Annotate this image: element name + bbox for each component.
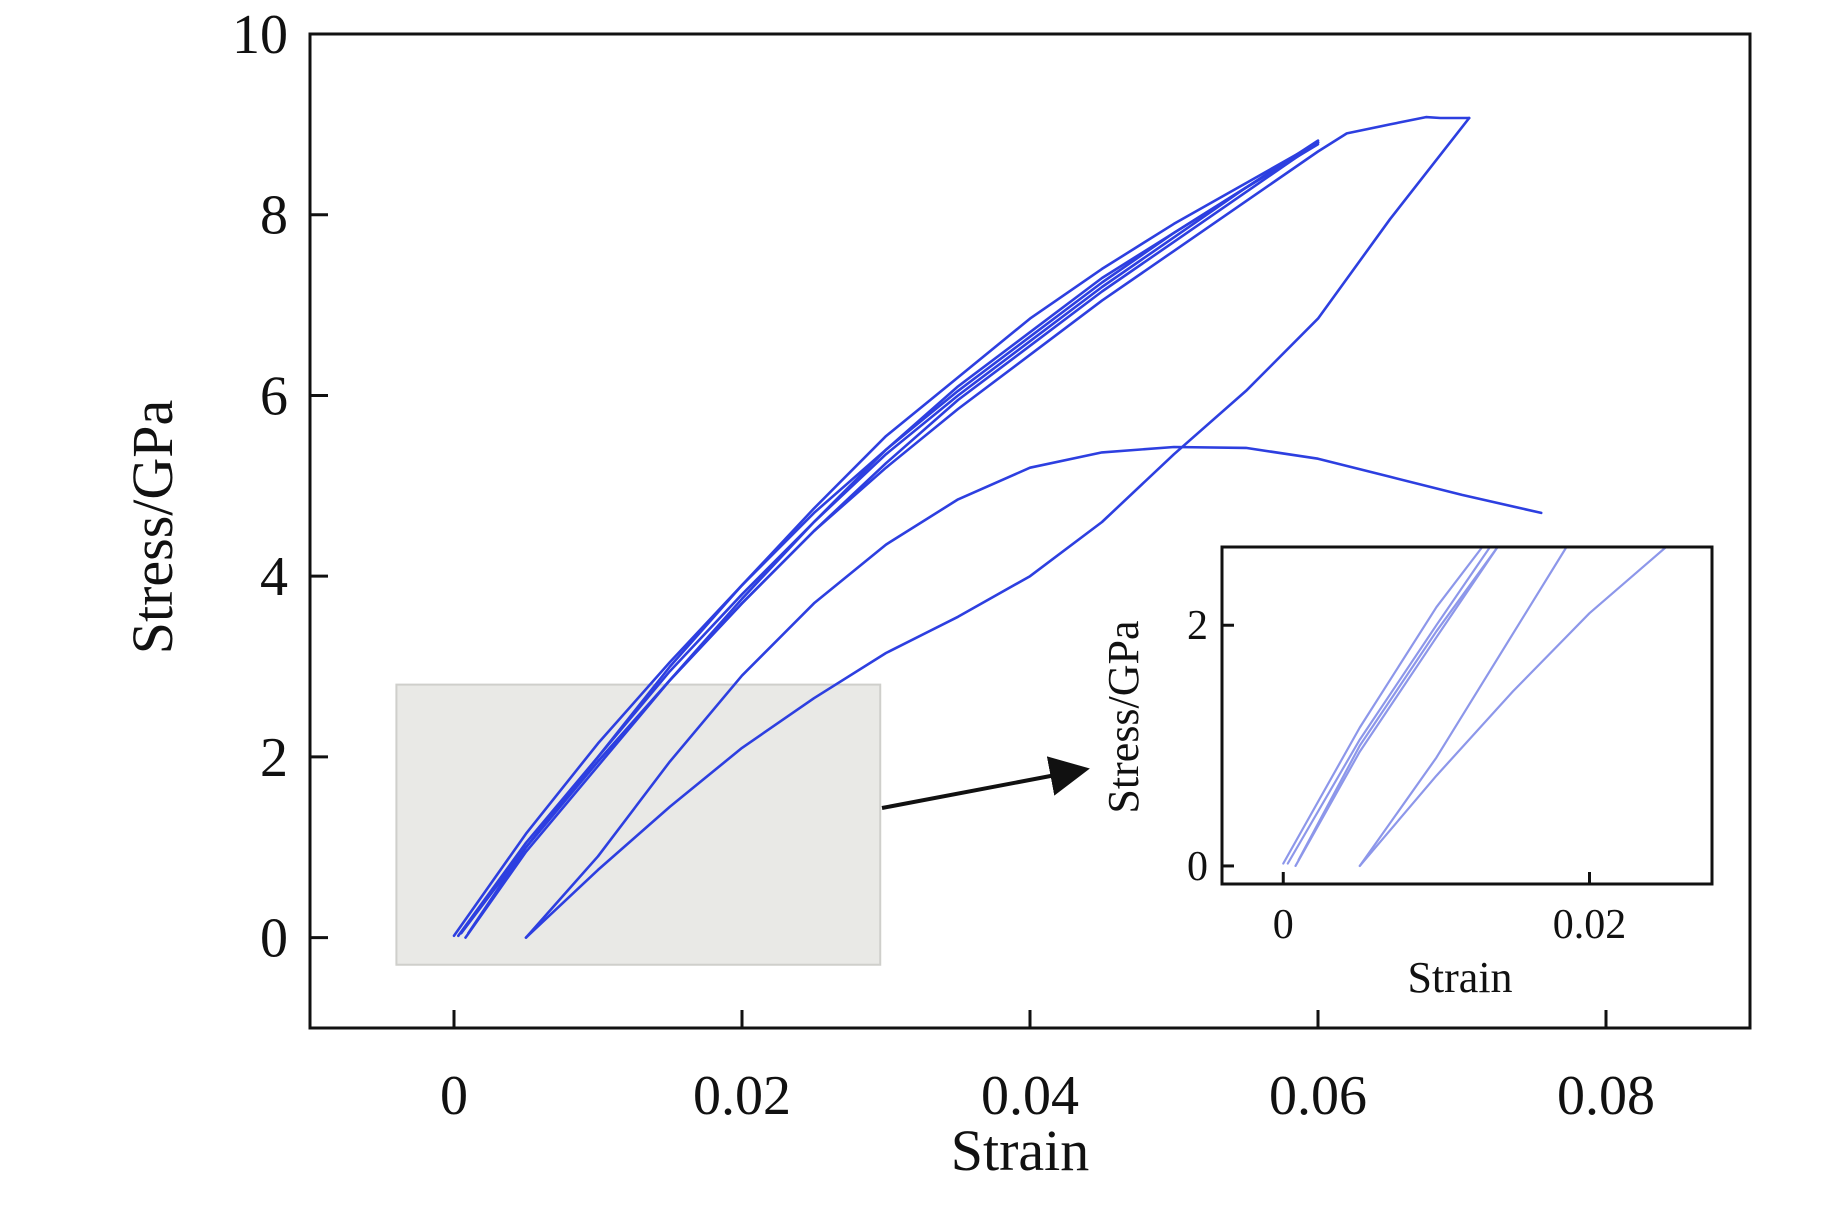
main-x-tick-label: 0.06 bbox=[1269, 1065, 1367, 1127]
inset-plot-frame bbox=[1220, 545, 1714, 886]
inset-chart: 0 0.02 02 Strain Stress/GPa bbox=[1099, 545, 1714, 1002]
inset-series-line-1 bbox=[1282, 545, 1484, 865]
inset-y-tick-label: 0 bbox=[1187, 844, 1208, 890]
inset-y-ticks: 02 bbox=[1187, 603, 1234, 890]
main-y-ticks: 0 2 4 6 8 10 bbox=[232, 4, 328, 970]
main-y-tick-label: 8 bbox=[260, 185, 288, 247]
inset-series-line-6 bbox=[1358, 545, 1568, 868]
inset-x-tick-label: 0.02 bbox=[1553, 902, 1627, 948]
zoom-arrow bbox=[881, 756, 1090, 810]
inset-series-line-5 bbox=[1358, 545, 1668, 868]
main-y-tick-label: 0 bbox=[260, 908, 288, 970]
inset-x-ticks: 0 0.02 bbox=[1273, 872, 1627, 948]
inset-background bbox=[1222, 547, 1712, 884]
main-series-line-8 bbox=[524, 445, 1543, 939]
main-series-line-3 bbox=[464, 141, 1320, 939]
main-x-tick-label: 0.04 bbox=[981, 1065, 1079, 1127]
main-series-line-6 bbox=[459, 115, 1471, 935]
main-y-tick-label: 4 bbox=[260, 546, 288, 608]
main-series-line-4 bbox=[459, 141, 1320, 935]
inset-x-tick-label: 0 bbox=[1273, 902, 1294, 948]
main-x-tick-label: 0.08 bbox=[1557, 1065, 1655, 1127]
main-y-tick-label: 10 bbox=[232, 4, 288, 66]
main-x-tick-label: 0.02 bbox=[693, 1065, 791, 1127]
main-y-tick-label: 6 bbox=[260, 365, 288, 427]
main-x-axis-title: Strain bbox=[951, 1118, 1090, 1183]
main-x-ticks: 0 0.02 0.04 0.06 0.08 bbox=[440, 1010, 1655, 1127]
inset-series-line-4 bbox=[1297, 545, 1499, 862]
inset-series-group bbox=[1282, 545, 1668, 868]
main-x-tick-label: 0 bbox=[440, 1065, 468, 1127]
inset-series-line-3 bbox=[1294, 545, 1499, 868]
main-series-group bbox=[452, 115, 1543, 939]
main-y-axis-title: Stress/GPa bbox=[120, 400, 185, 655]
inset-series-line-2 bbox=[1286, 545, 1492, 865]
inset-y-tick-label: 2 bbox=[1187, 603, 1208, 649]
main-series-line-7 bbox=[524, 116, 1471, 939]
inset-y-axis-title: Stress/GPa bbox=[1099, 620, 1148, 813]
inset-x-axis-title: Strain bbox=[1407, 953, 1512, 1002]
main-y-tick-label: 2 bbox=[260, 727, 288, 789]
